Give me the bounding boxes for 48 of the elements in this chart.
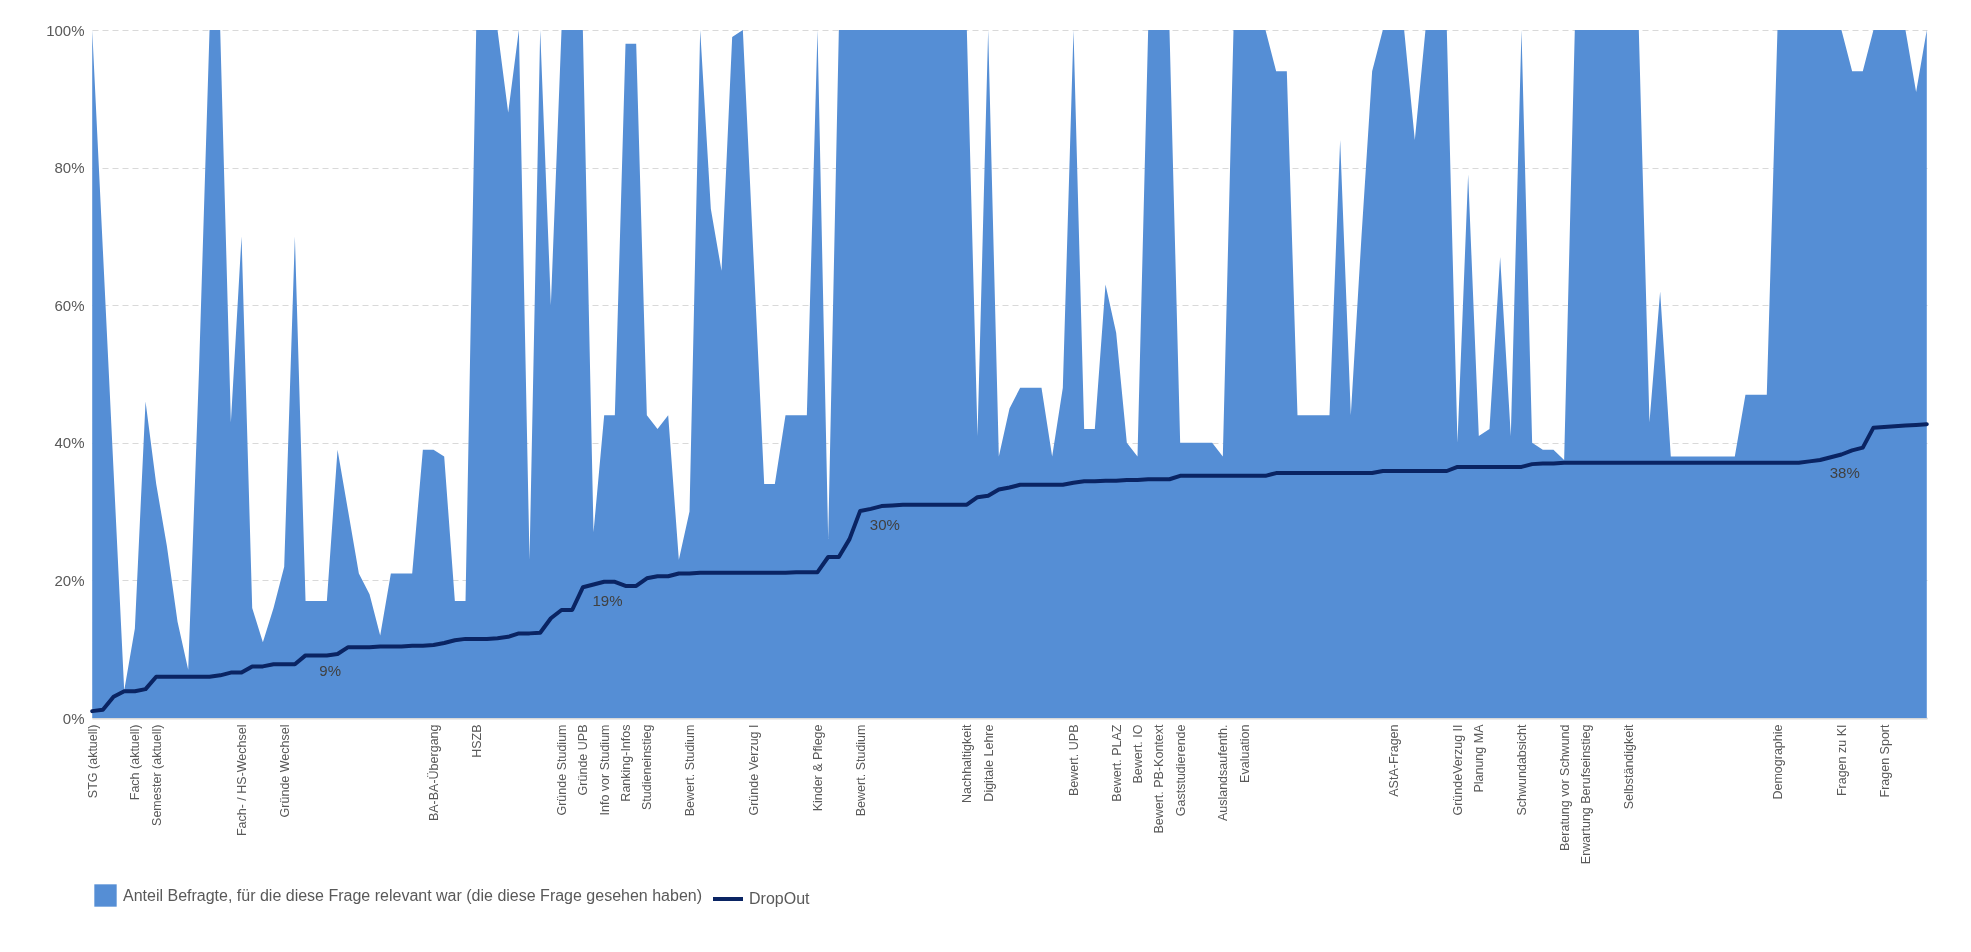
x-tick-label: Erwartung Berufseinstieg <box>1578 724 1593 865</box>
x-tick-label: Beratung vor Schwund <box>1557 724 1572 851</box>
x-tick-label: Digitale Lehre <box>981 724 996 802</box>
data-label: 9% <box>319 662 342 680</box>
x-tick-label: Studieneinstieg <box>640 724 655 810</box>
x-tick-label: Schwundabsicht <box>1514 723 1529 816</box>
x-tick-label: STG (aktuell) <box>85 724 100 799</box>
y-tick-label: 60% <box>54 296 85 314</box>
x-tick-label: Info vor Studium <box>597 724 612 816</box>
legend-label: DropOut <box>749 890 811 907</box>
y-tick-label: 40% <box>54 434 85 452</box>
data-label: 19% <box>592 591 623 609</box>
x-tick-label: Gründe UPB <box>576 724 591 796</box>
x-tick-label: Bewert. IO <box>1130 724 1145 784</box>
x-tick-label: Bewert. PLAZ <box>1109 724 1124 802</box>
y-tick-label: 100% <box>46 21 85 39</box>
line-series <box>90 422 1929 714</box>
x-tick-label: Demographie <box>1770 724 1785 800</box>
y-tick-label: 20% <box>54 571 85 589</box>
x-tick-label: Semester (aktuell) <box>149 724 164 826</box>
x-tick-label: Selbständigkeit <box>1621 723 1636 810</box>
x-tick-label: Bewert. Studium <box>683 724 698 817</box>
x-tick-label: BA-BA-Übergang <box>427 724 442 822</box>
x-tick-label: Fragen zu KI <box>1834 724 1849 797</box>
x-tick-label: Fragen Sport <box>1877 723 1892 798</box>
x-tick-label: HSZB <box>469 724 484 758</box>
x-tick-label: Ranking-Infos <box>619 724 634 802</box>
legend-label: Anteil Befragte, für die diese Frage relevant war (die diese Frage gesehen haben) <box>123 886 703 904</box>
x-tick-label: Auslandsaufenth. <box>1216 724 1231 822</box>
x-tick-label: Bewert. UPB <box>1067 724 1081 797</box>
data-label: 38% <box>1829 464 1860 482</box>
x-tick-label: Gründe Studium <box>555 724 570 816</box>
y-tick-label: 0% <box>62 709 85 727</box>
x-tick-label: Fach (aktuell) <box>128 724 143 801</box>
x-tick-label: Nachhaltigkeit <box>960 723 975 804</box>
x-tick-label: Gaststudierende <box>1173 724 1188 817</box>
x-tick-label: Kinder & Pflege <box>811 724 826 812</box>
x-tick-label: Bewert. PB-Kontext <box>1152 723 1167 834</box>
data-label: 30% <box>869 515 900 533</box>
x-tick-label: Evaluation <box>1237 724 1252 783</box>
y-tick-label: 80% <box>54 159 85 177</box>
x-tick-label: Fach- / HS-Wechsel <box>235 724 250 837</box>
x-tick-label: AStA-Fragen <box>1386 724 1401 797</box>
x-tick-label: Bewert. Studium <box>853 724 868 817</box>
x-tick-label: Planung MA <box>1472 723 1487 793</box>
x-tick-label: Gründe Wechsel <box>277 724 292 818</box>
x-tick-label: Gründe Verzug I <box>747 724 762 816</box>
x-tick-label: GründeVerzug II <box>1450 724 1465 816</box>
